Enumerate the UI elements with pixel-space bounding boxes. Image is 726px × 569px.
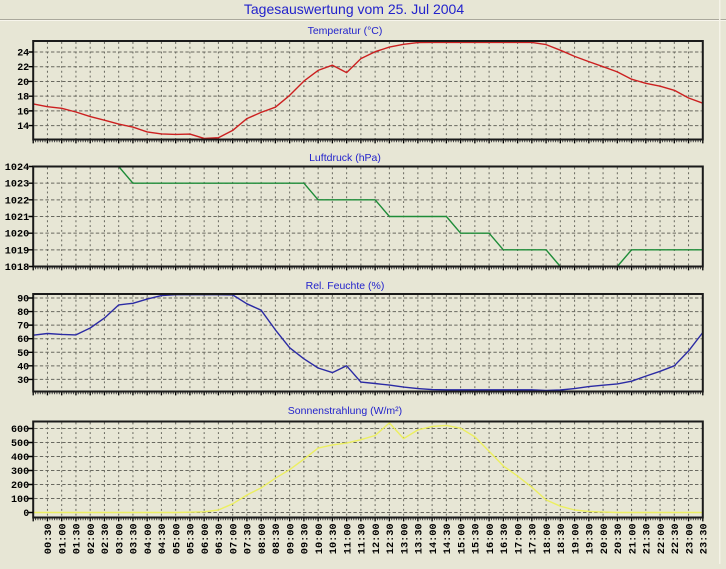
- svg-text:80: 80: [17, 308, 29, 319]
- svg-text:19:00: 19:00: [571, 523, 582, 554]
- svg-text:1021: 1021: [5, 213, 29, 224]
- svg-text:1018: 1018: [5, 263, 29, 274]
- svg-text:07:00: 07:00: [230, 523, 241, 554]
- svg-text:15:30: 15:30: [472, 523, 483, 554]
- svg-text:03:30: 03:30: [130, 523, 141, 554]
- svg-text:04:00: 04:00: [144, 523, 155, 554]
- svg-text:30: 30: [17, 376, 29, 387]
- svg-text:06:00: 06:00: [201, 523, 212, 554]
- svg-text:13:00: 13:00: [400, 523, 411, 554]
- svg-text:21:00: 21:00: [628, 523, 639, 554]
- svg-text:Luftdruck (hPa): Luftdruck (hPa): [309, 152, 381, 164]
- svg-text:1019: 1019: [5, 246, 29, 257]
- svg-text:1020: 1020: [5, 230, 29, 241]
- svg-text:18:30: 18:30: [557, 523, 568, 554]
- svg-text:20:30: 20:30: [614, 523, 625, 554]
- svg-text:16: 16: [17, 107, 29, 118]
- svg-text:70: 70: [17, 322, 29, 333]
- svg-text:11:00: 11:00: [343, 523, 354, 554]
- svg-text:20:00: 20:00: [600, 523, 611, 554]
- svg-text:1022: 1022: [5, 196, 29, 207]
- svg-text:08:00: 08:00: [258, 523, 269, 554]
- svg-text:01:30: 01:30: [73, 523, 84, 554]
- svg-text:12:30: 12:30: [386, 523, 397, 554]
- svg-text:600: 600: [11, 425, 29, 436]
- svg-text:18: 18: [17, 93, 29, 104]
- svg-text:20: 20: [17, 78, 29, 89]
- svg-text:60: 60: [17, 335, 29, 346]
- svg-text:21:30: 21:30: [643, 523, 654, 554]
- svg-text:05:00: 05:00: [173, 523, 184, 554]
- svg-text:Rel. Feuchte (%): Rel. Feuchte (%): [306, 280, 385, 292]
- svg-text:14: 14: [17, 122, 29, 133]
- svg-text:1024: 1024: [5, 163, 29, 174]
- svg-text:22:00: 22:00: [657, 523, 668, 554]
- svg-text:23:00: 23:00: [685, 523, 696, 554]
- svg-text:11:30: 11:30: [358, 523, 369, 554]
- svg-text:06:30: 06:30: [215, 523, 226, 554]
- svg-text:23:30: 23:30: [700, 523, 711, 554]
- svg-text:14:00: 14:00: [429, 523, 440, 554]
- svg-text:09:00: 09:00: [286, 523, 297, 554]
- svg-text:19:30: 19:30: [586, 523, 597, 554]
- svg-text:22:30: 22:30: [671, 523, 682, 554]
- svg-text:05:30: 05:30: [187, 523, 198, 554]
- svg-text:18:00: 18:00: [543, 523, 554, 554]
- svg-text:90: 90: [17, 295, 29, 306]
- svg-text:08:30: 08:30: [272, 523, 283, 554]
- svg-text:14:30: 14:30: [443, 523, 454, 554]
- svg-text:1023: 1023: [5, 180, 29, 191]
- svg-text:02:00: 02:00: [87, 523, 98, 554]
- svg-text:100: 100: [11, 495, 29, 506]
- svg-text:10:00: 10:00: [315, 523, 326, 554]
- svg-text:500: 500: [11, 439, 29, 450]
- svg-text:400: 400: [11, 453, 29, 464]
- svg-text:24: 24: [17, 49, 29, 60]
- svg-text:00:30: 00:30: [44, 523, 55, 554]
- svg-text:03:00: 03:00: [116, 523, 127, 554]
- svg-text:12:00: 12:00: [372, 523, 383, 554]
- svg-text:Sonnenstrahlung (W/m²): Sonnenstrahlung (W/m²): [288, 405, 402, 417]
- svg-text:17:00: 17:00: [514, 523, 525, 554]
- svg-text:22: 22: [17, 63, 29, 74]
- svg-text:Temperatur (°C): Temperatur (°C): [308, 25, 383, 37]
- svg-text:04:30: 04:30: [158, 523, 169, 554]
- svg-text:Tagesauswertung vom 25. Jul 20: Tagesauswertung vom 25. Jul 2004: [244, 1, 464, 17]
- svg-text:16:00: 16:00: [486, 523, 497, 554]
- svg-text:13:30: 13:30: [415, 523, 426, 554]
- svg-text:10:30: 10:30: [329, 523, 340, 554]
- svg-text:17:30: 17:30: [529, 523, 540, 554]
- svg-text:07:30: 07:30: [244, 523, 255, 554]
- svg-text:50: 50: [17, 349, 29, 360]
- svg-text:300: 300: [11, 467, 29, 478]
- svg-text:40: 40: [17, 362, 29, 373]
- svg-text:01:00: 01:00: [59, 523, 70, 554]
- svg-text:0: 0: [23, 509, 29, 520]
- svg-text:16:30: 16:30: [500, 523, 511, 554]
- svg-text:15:00: 15:00: [457, 523, 468, 554]
- svg-text:200: 200: [11, 481, 29, 492]
- svg-text:09:30: 09:30: [301, 523, 312, 554]
- svg-text:02:30: 02:30: [101, 523, 112, 554]
